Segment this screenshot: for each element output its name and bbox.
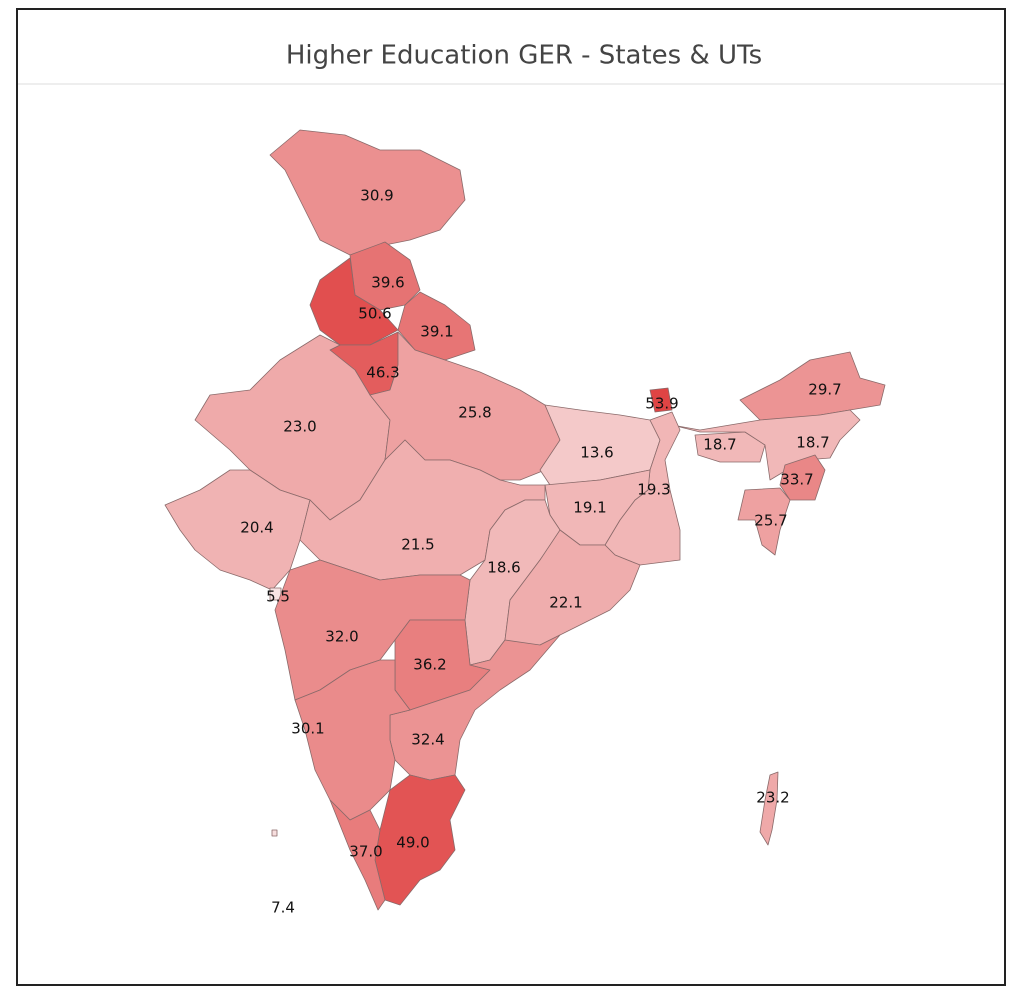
value-label: 23.0 <box>283 418 316 436</box>
value-label: 32.4 <box>411 731 444 749</box>
labels: 30.9 39.6 50.6 39.1 46.3 23.0 25.8 53.9 29.7 18.7… <box>240 187 841 917</box>
value-label: 20.4 <box>240 519 273 537</box>
value-label: 30.9 <box>360 187 393 205</box>
region <box>779 454 826 501</box>
value-label: 30.1 <box>291 720 324 738</box>
value-label: 50.6 <box>358 305 391 323</box>
value-label: 13.6 <box>580 444 613 462</box>
value-label: 25.8 <box>458 404 491 422</box>
value-label: 37.0 <box>349 843 382 861</box>
value-label: 18.7 <box>703 436 736 454</box>
value-label: 23.2 <box>756 789 789 807</box>
value-label: 46.3 <box>366 364 399 382</box>
regions <box>164 129 886 911</box>
value-label: 7.4 <box>271 899 295 917</box>
region <box>164 469 311 591</box>
value-label: 19.1 <box>573 499 606 517</box>
value-label: 39.1 <box>420 323 453 341</box>
value-label: 32.0 <box>325 628 358 646</box>
region <box>389 634 561 781</box>
region <box>737 487 791 556</box>
value-label: 29.7 <box>808 381 841 399</box>
value-label: 5.5 <box>266 588 290 606</box>
value-label: 39.6 <box>371 274 404 292</box>
region <box>294 659 411 821</box>
value-label: 53.9 <box>645 395 678 413</box>
region <box>269 129 466 256</box>
region <box>759 771 779 846</box>
value-label: 18.7 <box>796 434 829 452</box>
value-label: 22.1 <box>549 594 582 612</box>
region <box>504 529 641 651</box>
region <box>309 257 399 346</box>
value-label: 19.3 <box>637 481 670 499</box>
value-label: 25.7 <box>754 512 787 530</box>
region <box>271 829 278 837</box>
region <box>649 387 673 413</box>
value-label: 33.7 <box>780 471 813 489</box>
value-label: 18.6 <box>487 559 520 577</box>
value-label: 49.0 <box>396 834 429 852</box>
value-label: 21.5 <box>401 536 434 554</box>
value-label: 36.2 <box>413 656 446 674</box>
region <box>329 799 386 911</box>
region <box>671 409 861 481</box>
region <box>397 291 476 361</box>
chart-title: Higher Education GER - States & UTs <box>286 41 762 71</box>
